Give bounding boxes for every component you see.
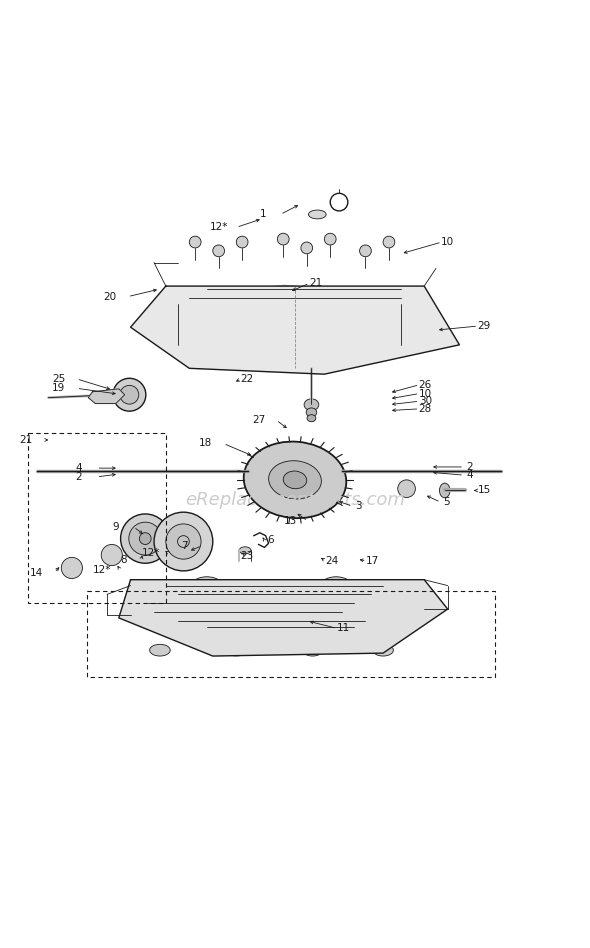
Ellipse shape (306, 408, 317, 417)
Ellipse shape (150, 645, 171, 656)
Text: 21: 21 (309, 278, 322, 288)
Text: 7: 7 (181, 540, 188, 551)
Text: 14: 14 (30, 568, 43, 577)
Text: 4: 4 (76, 464, 82, 473)
Text: 10: 10 (419, 389, 432, 398)
Text: 26: 26 (419, 380, 432, 390)
Text: 12*: 12* (93, 565, 112, 574)
Ellipse shape (244, 442, 346, 519)
Circle shape (166, 524, 201, 559)
Circle shape (277, 233, 289, 245)
Circle shape (61, 557, 83, 578)
Circle shape (398, 480, 415, 498)
Circle shape (139, 533, 151, 544)
Ellipse shape (189, 576, 225, 600)
Text: 9: 9 (113, 521, 119, 532)
Text: 10: 10 (441, 237, 454, 247)
Circle shape (120, 385, 139, 404)
Circle shape (213, 245, 225, 257)
Ellipse shape (239, 547, 251, 554)
Text: eReplacementParts.com: eReplacementParts.com (185, 491, 405, 509)
Text: 24: 24 (324, 556, 338, 566)
Ellipse shape (307, 414, 316, 422)
Text: 6: 6 (267, 536, 274, 545)
Ellipse shape (251, 295, 333, 354)
Text: 18: 18 (199, 439, 212, 448)
Circle shape (383, 236, 395, 248)
Text: 3: 3 (355, 501, 362, 511)
Ellipse shape (302, 645, 323, 656)
Ellipse shape (373, 645, 394, 656)
Ellipse shape (304, 399, 319, 410)
Text: 23: 23 (240, 551, 254, 561)
Ellipse shape (319, 576, 354, 600)
Text: 12*: 12* (209, 223, 228, 232)
Circle shape (154, 512, 213, 571)
Ellipse shape (309, 210, 326, 219)
Text: 12*: 12* (142, 548, 160, 558)
Text: 15: 15 (477, 485, 491, 496)
Circle shape (113, 378, 146, 411)
Circle shape (359, 245, 371, 257)
Ellipse shape (283, 471, 307, 489)
Text: 4: 4 (467, 470, 473, 481)
Ellipse shape (240, 285, 345, 363)
Text: 17: 17 (366, 556, 379, 566)
Text: 5: 5 (443, 497, 450, 507)
Text: 11: 11 (336, 624, 350, 633)
Text: 25: 25 (53, 374, 65, 384)
Circle shape (324, 233, 336, 245)
Circle shape (129, 522, 162, 555)
Ellipse shape (440, 483, 450, 498)
Text: 2: 2 (76, 472, 82, 482)
Text: 8: 8 (120, 556, 127, 565)
Text: 30: 30 (419, 396, 432, 406)
Text: 20: 20 (103, 292, 117, 301)
Circle shape (236, 236, 248, 248)
Ellipse shape (268, 461, 322, 499)
Circle shape (301, 242, 313, 254)
Text: 21: 21 (19, 435, 32, 445)
Ellipse shape (226, 645, 247, 656)
Text: 1: 1 (260, 210, 266, 219)
Polygon shape (88, 389, 124, 404)
Text: 29: 29 (477, 321, 491, 331)
Text: 13: 13 (284, 516, 297, 526)
Circle shape (189, 236, 201, 248)
Text: 2: 2 (467, 462, 473, 472)
Text: 28: 28 (419, 404, 432, 414)
Circle shape (120, 514, 170, 563)
Text: 27: 27 (252, 415, 266, 425)
Ellipse shape (274, 311, 310, 337)
Polygon shape (119, 579, 448, 656)
Polygon shape (130, 286, 460, 374)
Circle shape (101, 544, 122, 566)
Text: 19: 19 (53, 383, 65, 393)
Text: 22: 22 (240, 374, 254, 384)
